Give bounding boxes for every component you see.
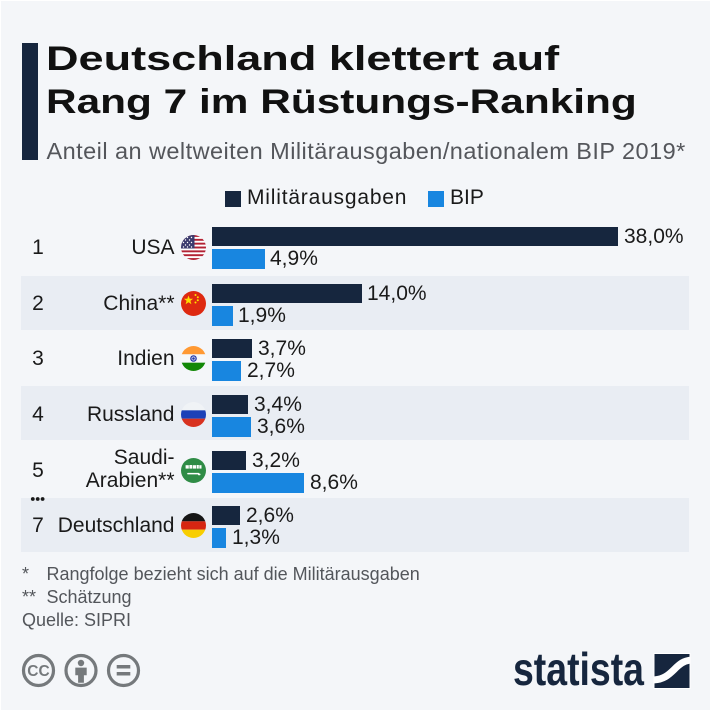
svg-text:statista: statista	[513, 645, 644, 695]
svg-text:CC: CC	[27, 663, 49, 680]
